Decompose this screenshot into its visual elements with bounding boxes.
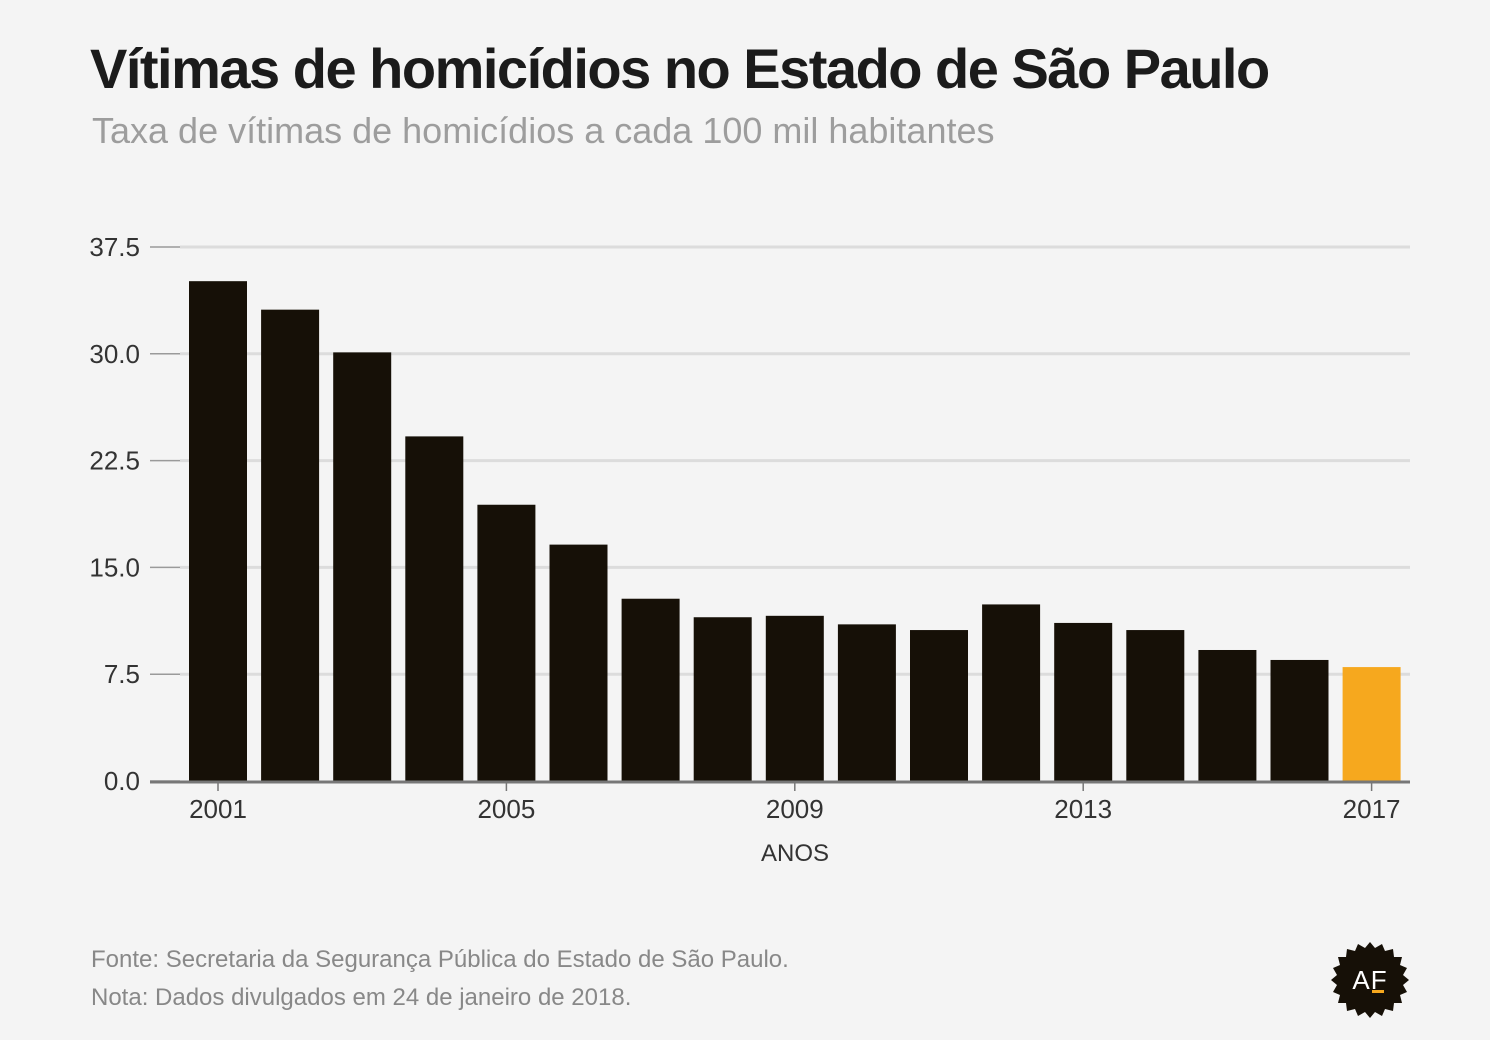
bar-2004 — [405, 436, 464, 781]
y-tick-label: 37.5 — [89, 232, 140, 262]
x-tick-label: 2013 — [1054, 794, 1112, 824]
footer-note: Nota: Dados divulgados em 24 de janeiro … — [91, 984, 632, 1011]
page-title: Vítimas de homicídios no Estado de São P… — [90, 37, 1270, 100]
y-tick-label: 0.0 — [104, 766, 140, 796]
y-tick-label: 15.0 — [89, 552, 140, 582]
y-tick-label: 7.5 — [104, 659, 140, 689]
bar-2006 — [549, 544, 608, 781]
bar-2016 — [1270, 659, 1329, 781]
bar-2009 — [765, 615, 824, 781]
bar-2012 — [982, 604, 1041, 781]
bar-2013 — [1054, 622, 1113, 781]
bar-chart: 0.0 7.5 15.0 22.5 30.0 37.5 2001 2005 2009 2013 20… — [89, 232, 1410, 867]
y-tick-label: 30.0 — [89, 339, 140, 369]
bar-2014 — [1126, 630, 1185, 781]
x-tick-label: 2009 — [766, 794, 824, 824]
bar-2005 — [477, 504, 536, 781]
footer-source: Fonte: Secretaria da Segurança Pública d… — [91, 946, 789, 973]
bar-2017 — [1342, 667, 1401, 781]
logo-badge — [1331, 942, 1409, 1018]
bars — [189, 281, 1401, 781]
x-axis-title: ANOS — [761, 840, 829, 867]
bar-2002 — [261, 309, 320, 781]
logo-accent-mark — [1372, 990, 1384, 993]
axes: 0.0 7.5 15.0 22.5 30.0 37.5 2001 2005 2009 2013 20… — [89, 232, 1410, 824]
bar-2010 — [837, 624, 896, 781]
bar-2008 — [693, 617, 752, 781]
page-subtitle: Taxa de vítimas de homicídios a cada 100… — [92, 110, 995, 151]
bar-2015 — [1198, 649, 1257, 781]
brand-logo: AF — [1330, 940, 1410, 1020]
y-tick-label: 22.5 — [89, 446, 140, 476]
bar-2003 — [333, 352, 392, 781]
bar-2007 — [621, 598, 680, 781]
x-tick-label: 2001 — [189, 794, 247, 824]
x-tick-label: 2005 — [477, 794, 535, 824]
bar-2001 — [189, 281, 247, 781]
bar-2011 — [910, 630, 968, 781]
x-tick-label: 2017 — [1343, 794, 1401, 824]
